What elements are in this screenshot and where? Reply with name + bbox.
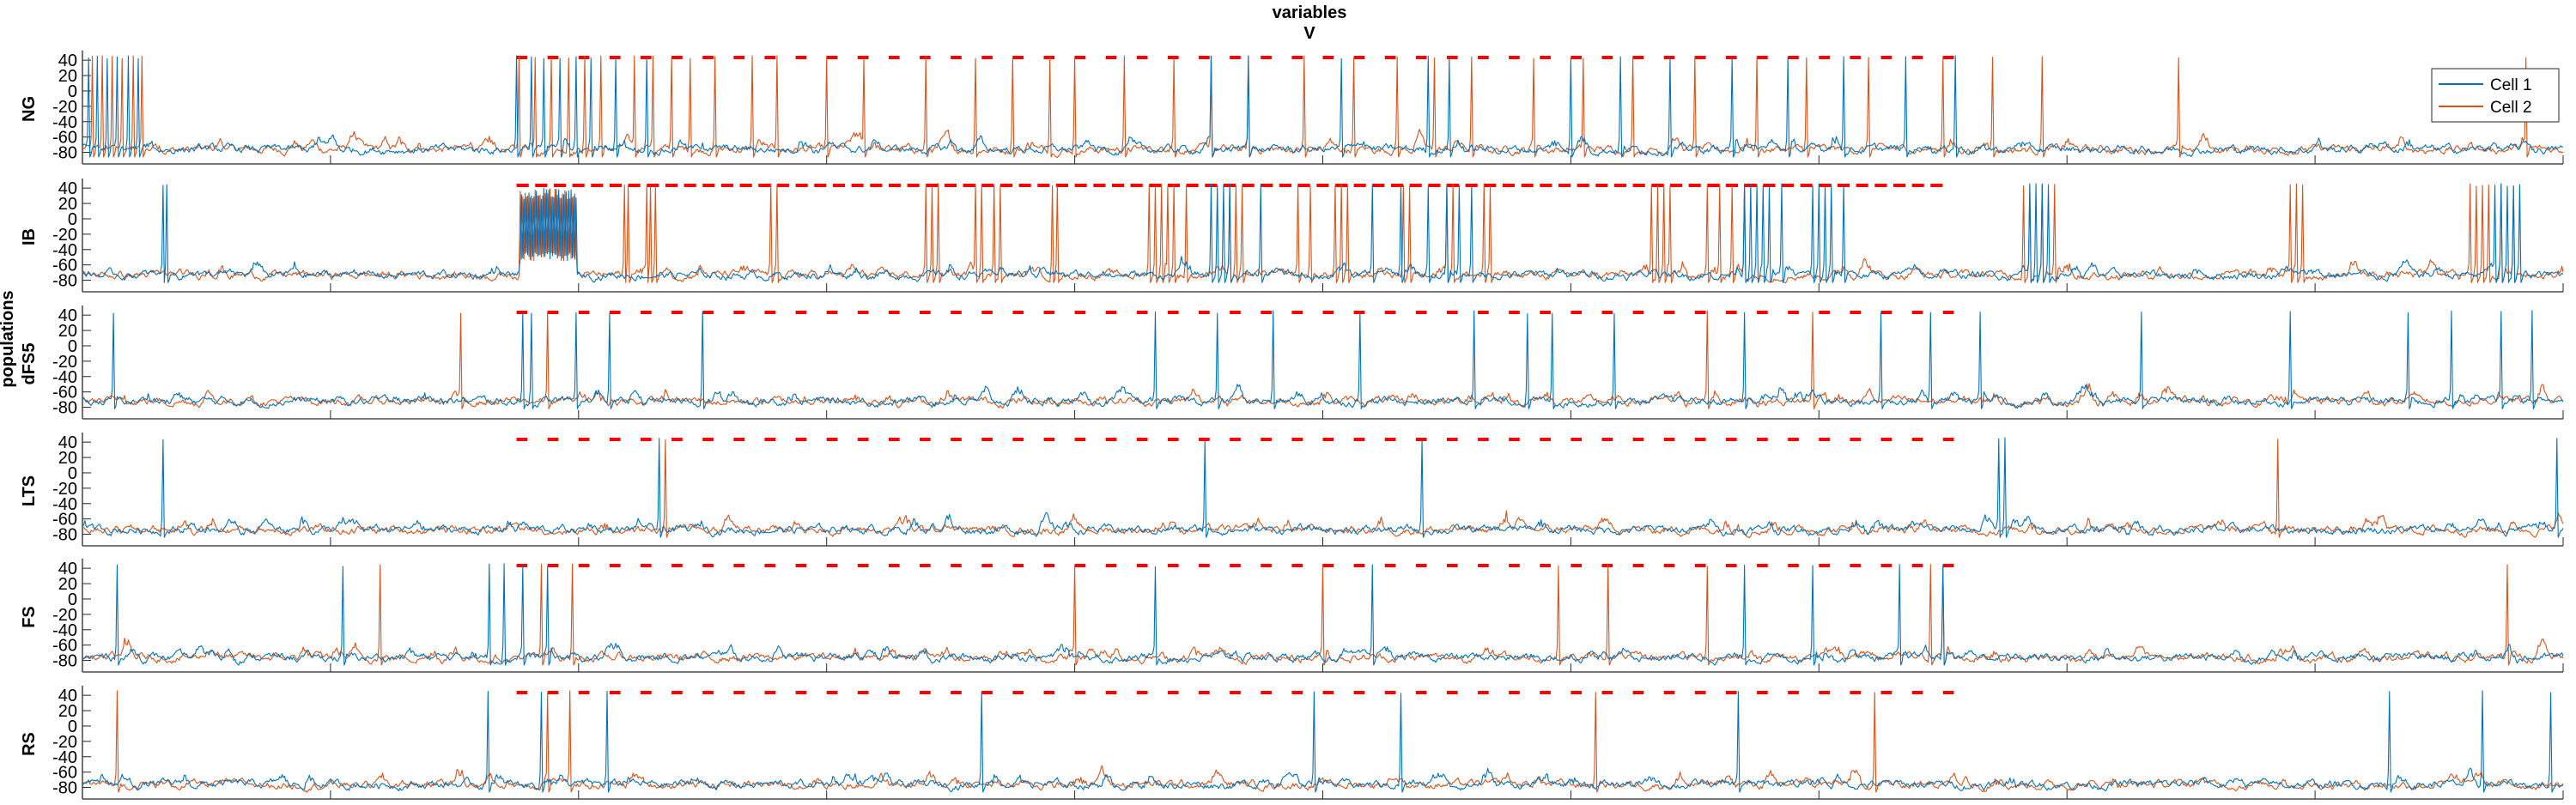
trace-cell1	[82, 437, 2564, 538]
y-tick-label: -80	[52, 779, 77, 798]
population-label-lts: LTS	[20, 475, 39, 506]
population-label-ng: NG	[20, 96, 39, 122]
y-tick-label: 40	[58, 560, 77, 578]
y-tick-label: -60	[52, 637, 77, 656]
y-tick-label: -80	[52, 652, 77, 671]
y-tick-label: 40	[58, 51, 77, 70]
y-tick-label: 20	[58, 195, 77, 214]
y-tick-label: 0	[68, 337, 77, 356]
y-tick-label: 0	[68, 82, 77, 101]
y-tick-label: 40	[58, 306, 77, 325]
y-tick-label: 0	[68, 210, 77, 229]
y-tick-label: 40	[58, 687, 77, 705]
trace-cell2	[82, 310, 2564, 409]
y-tick-label: -20	[52, 606, 77, 625]
y-tick-label: -40	[52, 748, 77, 767]
trace-cell2	[82, 55, 2564, 159]
trace-cell2	[82, 690, 2564, 793]
trace-cell1	[82, 55, 2564, 158]
legend-label: Cell 2	[2490, 99, 2532, 117]
y-tick-label: 40	[58, 433, 77, 452]
legend-box	[2431, 68, 2560, 123]
y-tick-label: -80	[52, 399, 77, 418]
y-axis-label: populations	[0, 290, 17, 387]
trace-cell2	[82, 563, 2564, 666]
population-label-ib: IB	[20, 228, 39, 245]
y-tick-label: -40	[52, 241, 77, 260]
y-tick-label: -20	[52, 480, 77, 499]
trace-cell1	[82, 563, 2564, 666]
y-tick-label: 20	[58, 449, 77, 468]
figure-title: variables	[1273, 3, 1347, 22]
trace-cell1	[82, 183, 2564, 283]
y-tick-label: -60	[52, 384, 77, 402]
figure-subtitle: V	[1303, 24, 1315, 43]
trace-cell1	[82, 310, 2564, 409]
y-tick-label: -80	[52, 526, 77, 545]
y-tick-label: -60	[52, 764, 77, 783]
y-tick-label: -60	[52, 257, 77, 275]
y-tick-label: -20	[52, 98, 77, 117]
y-tick-label: 20	[58, 322, 77, 341]
y-tick-label: -20	[52, 353, 77, 372]
y-tick-label: -20	[52, 733, 77, 752]
population-label-fs: FS	[20, 606, 39, 628]
panels-group: 40200-20-40-60-80NG40200-20-40-60-80IB40…	[20, 51, 2564, 800]
y-tick-label: -60	[52, 129, 77, 148]
legend-label: Cell 1	[2490, 76, 2532, 94]
y-tick-label: 0	[68, 590, 77, 609]
y-tick-label: -80	[52, 272, 77, 291]
population-label-rs: RS	[20, 732, 39, 756]
trace-cell2	[82, 183, 2564, 284]
trace-cell2	[82, 439, 2564, 538]
y-tick-label: -40	[52, 495, 77, 514]
y-tick-label: 20	[58, 575, 77, 594]
y-tick-label: 20	[58, 702, 77, 721]
y-tick-label: -40	[52, 621, 77, 640]
y-tick-label: 0	[68, 717, 77, 736]
y-tick-label: 0	[68, 464, 77, 483]
y-tick-label: -20	[52, 226, 77, 245]
population-label-dfs5: dFS5	[20, 343, 39, 385]
y-tick-label: -80	[52, 144, 77, 163]
trace-cell1	[82, 690, 2564, 793]
y-tick-label: -60	[52, 511, 77, 530]
y-tick-label: -40	[52, 368, 77, 387]
legend: Cell 1 Cell 2	[2431, 68, 2560, 123]
y-tick-label: 20	[58, 67, 77, 86]
y-tick-label: -40	[52, 113, 77, 132]
y-tick-label: 40	[58, 179, 77, 198]
